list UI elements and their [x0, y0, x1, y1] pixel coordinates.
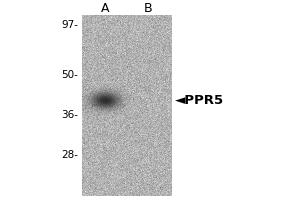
Text: 28-: 28-: [61, 150, 78, 160]
Text: B: B: [144, 1, 152, 15]
Text: 50-: 50-: [61, 70, 78, 80]
Text: A: A: [101, 1, 109, 15]
Text: 97-: 97-: [61, 20, 78, 30]
Text: 36-: 36-: [61, 110, 78, 120]
Text: ◄PPR5: ◄PPR5: [175, 94, 224, 106]
